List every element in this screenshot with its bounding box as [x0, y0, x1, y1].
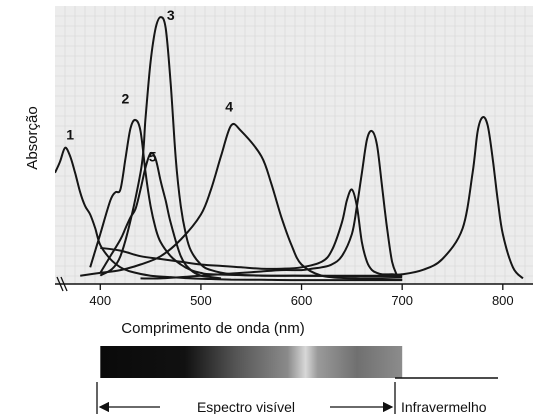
- axis-break-icon: [56, 276, 68, 292]
- curve-label-1: 1: [66, 126, 74, 142]
- x-tick-label: 400: [89, 293, 111, 308]
- infrared-label: Infravermelho: [401, 399, 487, 414]
- curve-label-2: 2: [122, 90, 130, 106]
- curve-label-3: 3: [167, 7, 175, 23]
- curve-unlabeled-5: [100, 116, 524, 280]
- curve-4: [80, 122, 403, 281]
- curve-unlabeled-6: [140, 129, 399, 280]
- x-axis-title: Comprimento de onda (nm): [121, 320, 304, 337]
- visible-spectrum-bar: [100, 346, 403, 378]
- x-ticks: [99, 284, 504, 290]
- curve-3: [99, 16, 403, 277]
- visible-spectrum-label: Espectro visível: [197, 399, 295, 414]
- curve-label-5: 5: [149, 149, 157, 165]
- plot-area: [55, 6, 533, 284]
- curves: [55, 16, 524, 282]
- x-tick-label: 500: [190, 293, 212, 308]
- curve-5: [99, 151, 222, 280]
- curve-labels: 1 2 3 4 5: [66, 7, 233, 165]
- y-axis-title: Absorção: [24, 106, 41, 169]
- x-tick-label: 800: [492, 293, 514, 308]
- x-tick-labels: 400 500 600 700 800: [89, 293, 513, 308]
- x-tick-label: 700: [391, 293, 413, 308]
- curve-label-4: 4: [225, 99, 233, 115]
- x-tick-label: 600: [291, 293, 313, 308]
- grid: [55, 6, 533, 284]
